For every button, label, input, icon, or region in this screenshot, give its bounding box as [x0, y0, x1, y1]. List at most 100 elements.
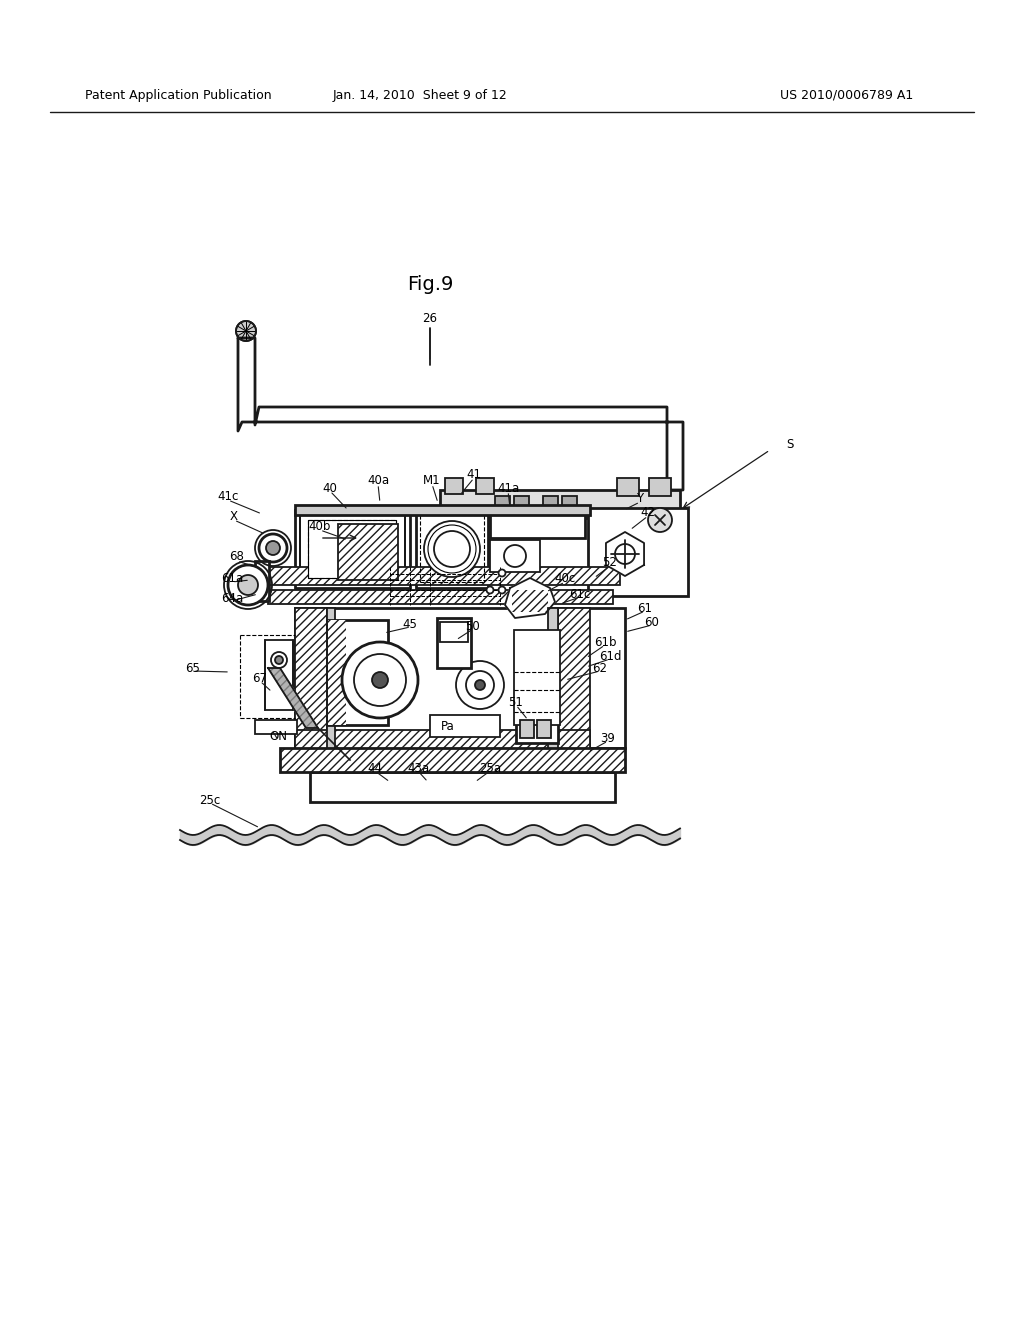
Polygon shape [238, 338, 683, 490]
Circle shape [615, 544, 635, 564]
Text: 61d: 61d [599, 649, 622, 663]
Text: 60: 60 [644, 615, 659, 628]
Text: Y: Y [637, 492, 643, 506]
Bar [255, 719, 297, 734]
Text: 61: 61 [638, 602, 652, 615]
Bar [280, 748, 625, 772]
Text: 68: 68 [229, 550, 245, 564]
Bar [328, 620, 388, 725]
Circle shape [434, 531, 470, 568]
Bar [490, 508, 585, 539]
Bar [437, 618, 471, 668]
Bar [516, 715, 558, 743]
Text: M1: M1 [423, 474, 440, 487]
Circle shape [499, 586, 506, 594]
Bar [295, 510, 410, 587]
Bar [255, 561, 269, 601]
Text: S: S [786, 438, 794, 451]
Text: 40b: 40b [309, 520, 331, 533]
Text: 41c: 41c [217, 491, 239, 503]
Circle shape [456, 661, 504, 709]
Circle shape [486, 586, 494, 594]
Circle shape [266, 541, 280, 554]
Bar [537, 719, 551, 738]
Text: 40a: 40a [367, 474, 389, 487]
Bar [295, 609, 327, 748]
Circle shape [275, 656, 283, 664]
Circle shape [342, 642, 418, 718]
Bar [268, 590, 613, 605]
Bar [440, 622, 468, 642]
Bar [327, 609, 335, 748]
Text: 25c: 25c [200, 793, 220, 807]
Bar [295, 609, 625, 748]
Text: 44: 44 [368, 762, 383, 775]
Circle shape [238, 576, 258, 595]
Polygon shape [505, 578, 555, 618]
Circle shape [236, 321, 256, 341]
Text: 40c: 40c [554, 573, 575, 586]
Text: Pa: Pa [441, 721, 455, 734]
Circle shape [259, 535, 287, 562]
Bar [617, 478, 639, 496]
Text: 41: 41 [467, 469, 481, 482]
Text: 39: 39 [600, 731, 615, 744]
Bar [310, 772, 615, 803]
Polygon shape [268, 668, 318, 729]
Text: 25a: 25a [479, 762, 501, 775]
Bar [588, 508, 688, 597]
Bar [440, 490, 680, 517]
Bar [308, 520, 396, 578]
Circle shape [372, 672, 388, 688]
Circle shape [648, 508, 672, 532]
Circle shape [466, 671, 494, 700]
Bar [476, 478, 494, 494]
Bar [562, 496, 577, 512]
Text: Fig.9: Fig.9 [407, 276, 454, 294]
Bar [520, 719, 534, 738]
Circle shape [504, 545, 526, 568]
Bar [328, 620, 346, 725]
Bar [514, 630, 560, 725]
Bar [338, 524, 398, 579]
Text: 51: 51 [509, 696, 523, 709]
Text: 42: 42 [640, 507, 655, 520]
Text: 43a: 43a [407, 762, 429, 775]
Bar [260, 568, 620, 585]
Bar [649, 478, 671, 496]
Circle shape [271, 652, 287, 668]
Text: 40: 40 [323, 482, 338, 495]
Circle shape [354, 653, 406, 706]
Text: 45: 45 [402, 618, 418, 631]
Bar [445, 478, 463, 494]
Polygon shape [268, 668, 318, 729]
Circle shape [499, 569, 506, 577]
Text: 65: 65 [185, 661, 201, 675]
Text: US 2010/0006789 A1: US 2010/0006789 A1 [780, 88, 913, 102]
Text: 61b: 61b [594, 635, 616, 648]
Bar [514, 496, 529, 512]
Bar [495, 496, 510, 512]
Bar [512, 590, 548, 612]
Bar [543, 496, 558, 512]
Text: 50: 50 [466, 619, 480, 632]
Bar [300, 515, 406, 583]
Polygon shape [606, 532, 644, 576]
Text: X: X [230, 511, 238, 524]
Text: 52: 52 [602, 556, 617, 569]
Circle shape [475, 680, 485, 690]
Bar [265, 640, 293, 710]
Text: 64a: 64a [221, 591, 243, 605]
Bar [295, 506, 590, 515]
Circle shape [424, 521, 480, 577]
Text: 62: 62 [593, 661, 607, 675]
Text: 41a: 41a [497, 482, 519, 495]
Bar [430, 715, 500, 737]
Text: Patent Application Publication: Patent Application Publication [85, 88, 271, 102]
Bar [416, 510, 488, 587]
Circle shape [228, 565, 268, 605]
Bar [558, 609, 590, 748]
Bar [490, 540, 540, 572]
Text: 61c: 61c [569, 587, 591, 601]
Text: 61a: 61a [221, 573, 243, 586]
